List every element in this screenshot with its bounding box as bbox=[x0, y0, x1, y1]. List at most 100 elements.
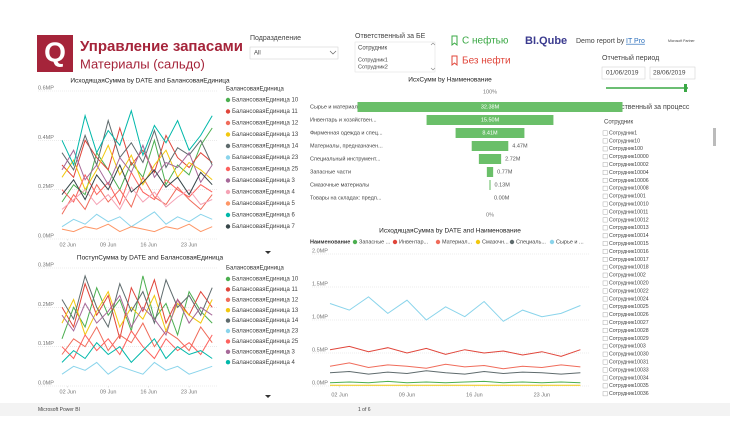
date-input[interactable] bbox=[601, 66, 646, 80]
legend-swatch bbox=[352, 239, 358, 245]
checkbox[interactable] bbox=[602, 280, 608, 286]
slicer-item[interactable]: Сотрудник10034 bbox=[609, 375, 649, 381]
checkbox[interactable] bbox=[602, 288, 608, 294]
slicer-item[interactable]: Сотрудник10002 bbox=[609, 162, 649, 168]
slicer-item[interactable]: Сотрудник10004 bbox=[609, 170, 649, 176]
slicer-item[interactable]: Сотрудник10026 bbox=[609, 312, 649, 318]
slicer-item[interactable]: Сотрудник10011 bbox=[609, 209, 648, 215]
checkbox[interactable] bbox=[602, 209, 608, 215]
slicer-item[interactable]: Сотрудник10030 bbox=[609, 352, 649, 358]
checkbox[interactable] bbox=[602, 225, 608, 231]
value-label: 4.47M bbox=[512, 143, 528, 149]
slicer-item[interactable]: Сотрудник10035 bbox=[609, 383, 649, 389]
funnel-bar bbox=[357, 102, 623, 112]
checkbox[interactable] bbox=[602, 296, 608, 302]
slicer-item[interactable]: Сотрудник10029 bbox=[609, 336, 649, 342]
slicer-item[interactable]: Сотрудник10013 bbox=[609, 225, 649, 231]
slicer-item[interactable]: Сотрудник10012 bbox=[609, 217, 649, 223]
series-line bbox=[329, 296, 581, 322]
checkbox[interactable] bbox=[602, 304, 608, 310]
checkbox[interactable] bbox=[602, 233, 608, 239]
x-tick-label: 16 Jun bbox=[140, 389, 157, 395]
slicer-item[interactable]: Сотрудник10020 bbox=[609, 280, 649, 286]
checkbox[interactable] bbox=[602, 272, 608, 278]
slicer-item[interactable]: Сотрудник1002 bbox=[609, 273, 646, 279]
page-indicator[interactable]: 1 of 6 bbox=[358, 407, 371, 413]
checkbox[interactable] bbox=[602, 154, 608, 160]
checkbox[interactable] bbox=[602, 217, 608, 223]
slicer-item[interactable]: Сотрудник10024 bbox=[609, 296, 649, 302]
checkbox[interactable] bbox=[602, 201, 608, 207]
slicer-item[interactable]: Сотрудник10006 bbox=[609, 178, 649, 184]
checkbox[interactable] bbox=[602, 264, 608, 270]
series-line bbox=[61, 361, 213, 375]
checkbox[interactable] bbox=[602, 162, 608, 167]
slicer-item[interactable]: Сотрудник10025 bbox=[609, 304, 649, 310]
checkbox[interactable] bbox=[602, 328, 608, 333]
checkbox[interactable] bbox=[602, 351, 608, 357]
category-label: Товары на складах: предп... bbox=[310, 195, 382, 201]
x-tick-label: 23 Jun bbox=[181, 242, 198, 248]
checkbox[interactable] bbox=[602, 130, 608, 136]
slicer-item[interactable]: Сотрудник1001 bbox=[609, 194, 646, 200]
slicer-item[interactable]: Сотрудник10018 bbox=[609, 265, 649, 271]
series-line bbox=[61, 143, 213, 186]
checkbox[interactable] bbox=[602, 320, 608, 325]
slicer-item[interactable]: Сотрудник10022 bbox=[609, 288, 649, 294]
legend-swatch bbox=[225, 166, 231, 172]
checkbox[interactable] bbox=[602, 170, 608, 175]
slicer-item[interactable]: Сотрудник10015 bbox=[609, 241, 649, 247]
link[interactable]: IT Pro bbox=[626, 38, 645, 45]
list-item[interactable]: Сотрудник2 bbox=[358, 64, 388, 70]
checkbox[interactable] bbox=[602, 343, 608, 349]
slicer-item[interactable]: Сотрудник10036 bbox=[609, 391, 649, 397]
list-item[interactable]: Сотрудник1 bbox=[358, 57, 388, 63]
legend-swatch bbox=[225, 308, 231, 313]
slicer-item[interactable]: Сотрудник1 bbox=[609, 130, 637, 136]
series-line bbox=[61, 329, 213, 360]
checkbox[interactable] bbox=[602, 185, 608, 191]
checkbox[interactable] bbox=[602, 177, 608, 183]
slicer-item[interactable]: Сотрудник10031 bbox=[609, 359, 649, 365]
slicer-item[interactable]: Сотрудник10033 bbox=[609, 367, 649, 373]
dropdown[interactable] bbox=[249, 46, 339, 60]
checkbox[interactable] bbox=[602, 146, 608, 152]
slicer-item[interactable]: Сотрудник1003 bbox=[609, 344, 646, 350]
category-label: Запасные части bbox=[310, 169, 351, 175]
checkbox[interactable] bbox=[602, 249, 608, 254]
x-tick-label: 02 Jun bbox=[60, 242, 77, 248]
slicer-item[interactable]: Сотрудник10014 bbox=[609, 233, 649, 239]
slider-handle[interactable] bbox=[684, 84, 687, 92]
legend-entry: БалансоваяЕдиница 3 bbox=[232, 178, 295, 184]
series-line bbox=[61, 163, 213, 201]
checkbox[interactable] bbox=[602, 312, 608, 318]
date-input[interactable] bbox=[649, 66, 696, 80]
legend-entry: БалансоваяЕдиница 3 bbox=[232, 349, 295, 355]
checkbox[interactable] bbox=[602, 367, 608, 373]
slicer-item[interactable]: Сотрудник10027 bbox=[609, 320, 649, 326]
scrollbar[interactable] bbox=[713, 128, 716, 146]
checkbox[interactable] bbox=[602, 375, 608, 381]
checkbox[interactable] bbox=[602, 241, 608, 246]
slicer-item[interactable]: Сотрудник10017 bbox=[609, 257, 649, 263]
slicer-item[interactable]: Сотрудник10028 bbox=[609, 328, 649, 334]
checkbox[interactable] bbox=[602, 336, 608, 341]
category-label: Специальный инструмент... bbox=[310, 155, 381, 162]
button[interactable]: С нефтью bbox=[462, 35, 509, 47]
slicer-item[interactable]: Сотрудник10008 bbox=[609, 186, 649, 192]
checkbox[interactable] bbox=[602, 257, 608, 262]
slicer-item[interactable]: Сотрудник10016 bbox=[609, 249, 649, 255]
footer-brand: Microsoft Power BI bbox=[38, 407, 80, 413]
slicer-item[interactable]: Сотрудник10000 bbox=[609, 154, 649, 160]
slicer-item[interactable]: Сотрудник10010 bbox=[609, 201, 649, 207]
legend-swatch bbox=[225, 328, 231, 334]
slicer-item[interactable]: Сотрудник100 bbox=[609, 146, 643, 152]
legend-swatch bbox=[225, 201, 231, 206]
slicer-item[interactable]: Сотрудник10 bbox=[609, 138, 640, 144]
checkbox[interactable] bbox=[602, 391, 608, 397]
checkbox[interactable] bbox=[602, 359, 608, 365]
checkbox[interactable] bbox=[602, 138, 608, 144]
checkbox[interactable] bbox=[602, 383, 608, 389]
button[interactable]: Без нефти bbox=[462, 55, 511, 67]
checkbox[interactable] bbox=[602, 193, 608, 199]
